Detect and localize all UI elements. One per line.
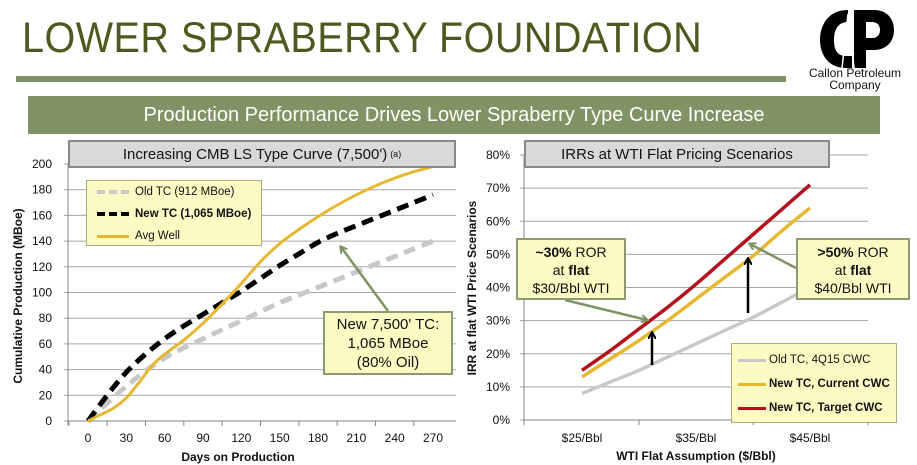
- callout-arrow: [341, 247, 390, 312]
- legend-item-new-tc-current: New TC, Current CWC: [732, 372, 896, 396]
- y-tick-label: 80: [39, 311, 53, 325]
- left-chart-title: Increasing CMB LS Type Curve (7,500') (a…: [68, 140, 456, 168]
- series-old-tc-line: [581, 285, 811, 396]
- x-tick-label: 150: [270, 431, 290, 445]
- callout-line: New 7,500' TC:: [336, 316, 440, 333]
- logo-text-line1: Callon Petroleum: [808, 66, 902, 80]
- y-tick-label: 0%: [493, 413, 511, 427]
- x-tick-label: $35/Bbl: [676, 431, 717, 445]
- legend-label: Old TC (912 MBoe): [135, 186, 235, 198]
- legend-item-old-tc: Old TC (912 MBoe): [87, 181, 261, 203]
- title-divider: [16, 76, 786, 82]
- legend-item-avg-well: Avg Well: [87, 225, 261, 247]
- y-tick-label: 180: [32, 183, 52, 197]
- y-tick-label: 200: [32, 157, 52, 171]
- callout-bold: >50%: [817, 244, 854, 260]
- x-tick-label: 90: [196, 431, 210, 445]
- series-new-tc-target-line: [580, 183, 812, 372]
- left-chart-legend: Old TC (912 MBoe) New TC (1,065 MBoe) Av…: [86, 180, 262, 246]
- legend-label: New TC, Target CWC: [769, 402, 883, 414]
- y-tick-label: 160: [32, 208, 52, 222]
- series-avg-well-line: [87, 165, 434, 423]
- y-tick-label: 20: [39, 388, 53, 402]
- y-tick-label: 40: [39, 363, 53, 377]
- callout-line: $30/Bbl WTI: [532, 280, 610, 296]
- callout-line: at flat: [518, 261, 624, 279]
- x-tick-label: 120: [231, 431, 251, 445]
- legend-item-old-tc: Old TC, 4Q15 CWC: [732, 348, 896, 372]
- x-tick-label: 30: [120, 431, 134, 445]
- page-title: LOWER SPRABERRY FOUNDATION: [22, 14, 703, 62]
- right-chart-callout-left: ~30% ROR at flat $30/Bbl WTI: [516, 238, 626, 300]
- callout-line: (80% Oil): [356, 354, 420, 371]
- y-tick-label: 20%: [486, 347, 510, 361]
- series-new-tc-current-line: [581, 206, 812, 379]
- y-tick-label: 40%: [486, 281, 510, 295]
- y-axis-title: IRR at flat WTI Price Scenarios: [465, 200, 479, 375]
- callout-line: 1,065 MBoe: [347, 335, 429, 352]
- right-chart-legend: Old TC, 4Q15 CWC New TC, Current CWC New…: [731, 343, 897, 423]
- y-axis-title: Cumulative Production (MBoe): [11, 208, 25, 383]
- callout-line: >50% ROR: [798, 243, 908, 261]
- x-tick-label: 0: [85, 431, 92, 445]
- left-chart-callout: New 7,500' TC: 1,065 MBoe (80% Oil): [323, 311, 453, 375]
- y-tick-label: 80%: [486, 148, 510, 162]
- callout-arrow-right: [750, 244, 797, 270]
- legend-swatch-avg-well: [97, 234, 129, 238]
- y-tick-label: 0: [45, 414, 52, 428]
- legend-label: New TC, Current CWC: [769, 378, 890, 390]
- legend-swatch-new-tc: [97, 212, 129, 216]
- right-chart-title-text: IRRs at WTI Flat Pricing Scenarios: [561, 145, 793, 163]
- callout-bold: ~30%: [535, 244, 572, 260]
- legend-item-new-tc: New TC (1,065 MBoe): [87, 203, 261, 225]
- left-chart-title-superscript: (a): [390, 149, 402, 159]
- logo-text-line2: Company: [829, 78, 881, 92]
- callon-logo-icon: [820, 10, 894, 69]
- x-tick-label: 180: [308, 431, 328, 445]
- logo-company-name: Callon Petroleum Company: [796, 67, 914, 91]
- callout-line: $40/Bbl WTI: [814, 280, 892, 296]
- y-tick-label: 100: [32, 286, 52, 300]
- callout-bold: flat: [568, 262, 590, 278]
- callout-text: at: [834, 262, 851, 278]
- y-tick-label: 120: [32, 260, 52, 274]
- x-tick-label: 60: [158, 431, 172, 445]
- series-old-tc-line: [86, 238, 434, 423]
- x-axis-title: WTI Flat Assumption ($/Bbl): [616, 449, 776, 463]
- legend-item-new-tc-target: New TC, Target CWC: [732, 396, 896, 420]
- y-tick-label: 70%: [486, 181, 510, 195]
- subtitle-banner: Production Performance Drives Lower Spra…: [28, 96, 880, 134]
- legend-swatch-new-tc-target: [738, 406, 766, 410]
- callout-line: ~30% ROR: [518, 243, 624, 261]
- legend-swatch-old-tc: [738, 358, 766, 362]
- callout-text: at: [552, 262, 569, 278]
- legend-label: Old TC, 4Q15 CWC: [769, 354, 871, 366]
- callout-bold: flat: [850, 262, 872, 278]
- right-chart-title: IRRs at WTI Flat Pricing Scenarios: [524, 140, 830, 168]
- legend-swatch-new-tc-current: [738, 382, 766, 386]
- x-tick-label: 240: [385, 431, 405, 445]
- left-chart-title-text: Increasing CMB LS Type Curve (7,500'): [122, 145, 388, 163]
- legend-swatch-old-tc: [97, 190, 129, 194]
- y-tick-label: 60%: [486, 214, 510, 228]
- y-tick-label: 60: [39, 337, 53, 351]
- right-chart-callout-right: >50% ROR at flat $40/Bbl WTI: [796, 238, 910, 300]
- x-tick-label: 210: [346, 431, 366, 445]
- callout-text: ROR: [571, 244, 607, 260]
- callout-line: at flat: [798, 261, 908, 279]
- y-tick-label: 50%: [486, 247, 510, 261]
- x-tick-label: 270: [423, 431, 443, 445]
- x-axis-title: Days on Production: [181, 450, 294, 464]
- legend-label: New TC (1,065 MBoe): [135, 208, 252, 220]
- x-tick-label: $25/Bbl: [562, 431, 603, 445]
- callout-text: ROR: [853, 244, 889, 260]
- y-tick-label: 30%: [486, 314, 510, 328]
- y-tick-label: 140: [32, 234, 52, 248]
- legend-label: Avg Well: [135, 230, 180, 242]
- x-tick-label: $45/Bbl: [790, 431, 831, 445]
- y-tick-label: 10%: [486, 380, 510, 394]
- callout-arrow-left: [564, 298, 647, 320]
